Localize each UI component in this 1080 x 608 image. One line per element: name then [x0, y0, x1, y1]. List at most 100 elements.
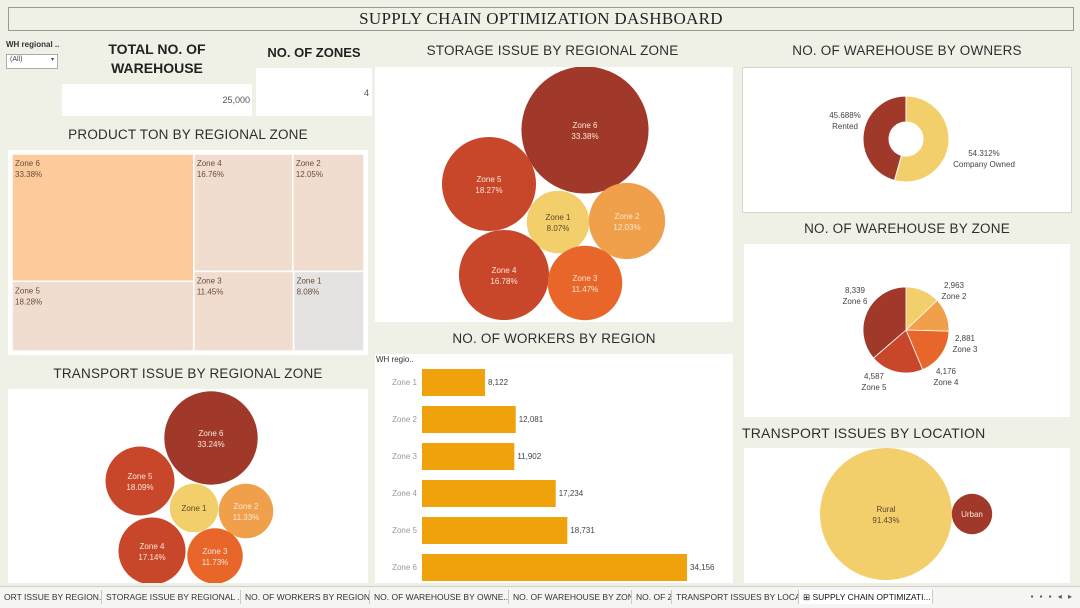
- storage_issue-name-zone-4: Zone 4: [492, 266, 517, 275]
- whzone-value-zone-3: 2,881: [955, 334, 976, 343]
- workers-row-zone-6[interactable]: Zone 6 34,156: [392, 554, 715, 581]
- whzone-slice-zone-4[interactable]: [905, 329, 950, 371]
- whzone-slice-zone-5[interactable]: [872, 329, 924, 374]
- storage_issue-bubble-zone-3[interactable]: Zone 3 11.47%: [547, 245, 623, 321]
- workers-bar-zone-2[interactable]: [422, 406, 516, 433]
- storage_issue-circle-zone-6[interactable]: [521, 66, 649, 194]
- storage_issue-bubble-zone-4[interactable]: Zone 4 16.78%: [458, 229, 550, 321]
- transport_issue-bubble-zone-3[interactable]: Zone 3 11.73%: [187, 528, 243, 584]
- sheet-tab-storage-issue-by-regional-[interactable]: STORAGE ISSUE BY REGIONAL ...: [102, 590, 241, 604]
- transport_issue-bubble-zone-1[interactable]: Zone 1: [169, 483, 219, 533]
- workers-row-zone-2[interactable]: Zone 2 12,081: [392, 406, 544, 433]
- workers-category-zone-6: Zone 6: [392, 563, 417, 572]
- workers-value-zone-6: 34,156: [690, 563, 715, 572]
- workers-bar-zone-6[interactable]: [422, 554, 687, 581]
- workers-bar-zone-5[interactable]: [422, 517, 568, 544]
- tab-navigation-icons[interactable]: ▪ ▪ ▪ ◂ ▸: [1030, 592, 1074, 601]
- sheet-tab-no-of-warehouse-by-zone[interactable]: NO. OF WAREHOUSE BY ZONE: [509, 590, 632, 604]
- owners-slice-company-owned[interactable]: [893, 95, 950, 183]
- transport_issue-name-zone-6: Zone 6: [199, 429, 224, 438]
- transport_location-bubble-urban[interactable]: Urban: [951, 493, 993, 535]
- storage_issue-circle-zone-3[interactable]: [547, 245, 623, 321]
- treemap-cell-zone-3[interactable]: Zone 3 11.45%: [193, 270, 295, 352]
- owners-slice-rented[interactable]: [862, 95, 907, 182]
- storage_issue-circle-zone-2[interactable]: [588, 182, 666, 260]
- storage_issue-name-zone-5: Zone 5: [477, 175, 502, 184]
- whzone-value-zone-6: 8,339: [845, 286, 866, 295]
- kpi-total-warehouse-title-line1: TOTAL NO. OF: [108, 41, 206, 57]
- treemap-rect-zone-4[interactable]: [193, 153, 294, 273]
- treemap-cell-zone-5[interactable]: Zone 5 18.28%: [11, 280, 195, 352]
- whzone-slice-zone-6[interactable]: [862, 286, 907, 359]
- workers-category-zone-4: Zone 4: [392, 489, 417, 498]
- owners-title: NO. OF WAREHOUSE BY OWNERS: [792, 43, 1022, 58]
- storage_issue-circle-zone-5[interactable]: [441, 136, 537, 232]
- sheet-tab-bar: ORT ISSUE BY REGION... STORAGE ISSUE BY R…: [0, 586, 1080, 608]
- sheet-tab-ort-issue-by-region-[interactable]: ORT ISSUE BY REGION...: [0, 590, 102, 604]
- sheet-tab-no-of-zones[interactable]: NO. OF ZONES: [632, 590, 672, 604]
- treemap-rect-zone-1[interactable]: [292, 270, 365, 352]
- transport_issue-name-zone-5: Zone 5: [128, 472, 153, 481]
- storage_issue-bubble-zone-1[interactable]: Zone 1 8.07%: [526, 190, 590, 254]
- storage_issue-circle-zone-4[interactable]: [458, 229, 550, 321]
- kpi-zones-value: 4: [363, 88, 369, 98]
- treemap-label-zone-6: Zone 6: [15, 159, 40, 168]
- transport_issue-circle-zone-1[interactable]: [169, 483, 219, 533]
- storage_issue-name-zone-2: Zone 2: [615, 212, 640, 221]
- workers-bar-zone-3[interactable]: [422, 443, 515, 470]
- storage_issue-value-zone-6: 33.38%: [571, 132, 598, 141]
- treemap-rect-zone-5[interactable]: [11, 280, 195, 352]
- kpi-zones-title: NO. OF ZONES: [267, 45, 361, 60]
- owners-value-company-owned: 54.312%: [968, 149, 1000, 158]
- transport_issue-circle-zone-3[interactable]: [187, 528, 243, 584]
- transport_location-circle-rural[interactable]: [820, 448, 952, 580]
- workers-category-zone-5: Zone 5: [392, 526, 417, 535]
- sheet-tab-transport-issues-by-locat-[interactable]: TRANSPORT ISSUES BY LOCAT...: [672, 590, 799, 604]
- transport_issue-circle-zone-2[interactable]: [218, 483, 274, 539]
- transport-location-title: TRANSPORT ISSUES BY LOCATION: [742, 425, 986, 441]
- transport_issue-bubble-zone-6[interactable]: Zone 6 33.24%: [164, 391, 258, 485]
- product-ton-title: PRODUCT TON BY REGIONAL ZONE: [68, 127, 308, 142]
- transport_issue-circle-zone-4[interactable]: [118, 517, 186, 585]
- transport_issue-bubble-zone-5[interactable]: Zone 5 18.09%: [105, 446, 175, 516]
- sheet-tab-no-of-workers-by-region[interactable]: NO. OF WORKERS BY REGION: [241, 590, 370, 604]
- treemap-label-zone-2: Zone 2: [296, 159, 321, 168]
- workers-row-zone-1[interactable]: Zone 1 8,122: [392, 369, 509, 396]
- treemap-cell-zone-1[interactable]: Zone 1 8.08%: [292, 270, 365, 352]
- product-ton-panel: Zone 6 33.38% Zone 5 18.28% Zone 4 16.76% Zone…: [8, 150, 368, 355]
- transport_issue-name-zone-1: Zone 1: [182, 504, 207, 513]
- transport_issue-name-zone-3: Zone 3: [203, 547, 228, 556]
- transport_issue-value-zone-3: 11.73%: [202, 558, 229, 567]
- storage_issue-bubble-zone-5[interactable]: Zone 5 18.27%: [441, 136, 537, 232]
- transport_issue-bubble-zone-4[interactable]: Zone 4 17.14%: [118, 517, 186, 585]
- workers-row-zone-3[interactable]: Zone 3 11,902: [392, 443, 542, 470]
- transport_location-circle-urban[interactable]: [951, 493, 993, 535]
- transport_issue-bubble-zone-2[interactable]: Zone 2 11.33%: [218, 483, 274, 539]
- region-filter-select[interactable]: (All) ▾: [6, 54, 58, 69]
- workers-bar-zone-4[interactable]: [422, 480, 556, 507]
- treemap-label-zone-1: Zone 1: [297, 276, 322, 285]
- storage_issue-bubble-zone-2[interactable]: Zone 2 12.03%: [588, 182, 666, 260]
- storage_issue-circle-zone-1[interactable]: [526, 190, 590, 254]
- treemap-cell-zone-6[interactable]: Zone 6 33.38%: [11, 153, 195, 283]
- storage_issue-bubble-zone-6[interactable]: Zone 6 33.38%: [521, 66, 649, 194]
- sheet-tab-supply-chain-optimizati-[interactable]: ⊞ SUPPLY CHAIN OPTIMIZATI...: [799, 590, 933, 604]
- storage_issue-name-zone-3: Zone 3: [573, 274, 598, 283]
- wh-zone-title: NO. OF WAREHOUSE BY ZONE: [804, 221, 1010, 236]
- transport_issue-circle-zone-5[interactable]: [105, 446, 175, 516]
- treemap-rect-zone-2[interactable]: [292, 153, 365, 273]
- treemap-cell-zone-2[interactable]: Zone 2 12.05%: [292, 153, 365, 273]
- workers-row-zone-5[interactable]: Zone 5 18,731: [392, 517, 595, 544]
- owners-value-rented: 45.688%: [829, 111, 861, 120]
- transport-issue-title: TRANSPORT ISSUE BY REGIONAL ZONE: [53, 366, 323, 381]
- transport_issue-circle-zone-6[interactable]: [164, 391, 258, 485]
- sheet-tab-no-of-warehouse-by-owne-[interactable]: NO. OF WAREHOUSE BY OWNE...: [370, 590, 509, 604]
- transport_location-bubble-rural[interactable]: Rural 91.43%: [820, 448, 952, 580]
- whzone-value-zone-2: 2,963: [944, 281, 965, 290]
- transport-issue-bubble-chart: Zone 6 33.24% Zone 5 18.09% Zone 1 Zone 2 11.3…: [105, 391, 274, 585]
- treemap-rect-zone-6[interactable]: [11, 153, 195, 283]
- workers-row-zone-4[interactable]: Zone 4 17,234: [392, 480, 584, 507]
- treemap-cell-zone-4[interactable]: Zone 4 16.76%: [193, 153, 294, 273]
- workers-bar-zone-1[interactable]: [422, 369, 486, 396]
- treemap-rect-zone-3[interactable]: [193, 270, 295, 352]
